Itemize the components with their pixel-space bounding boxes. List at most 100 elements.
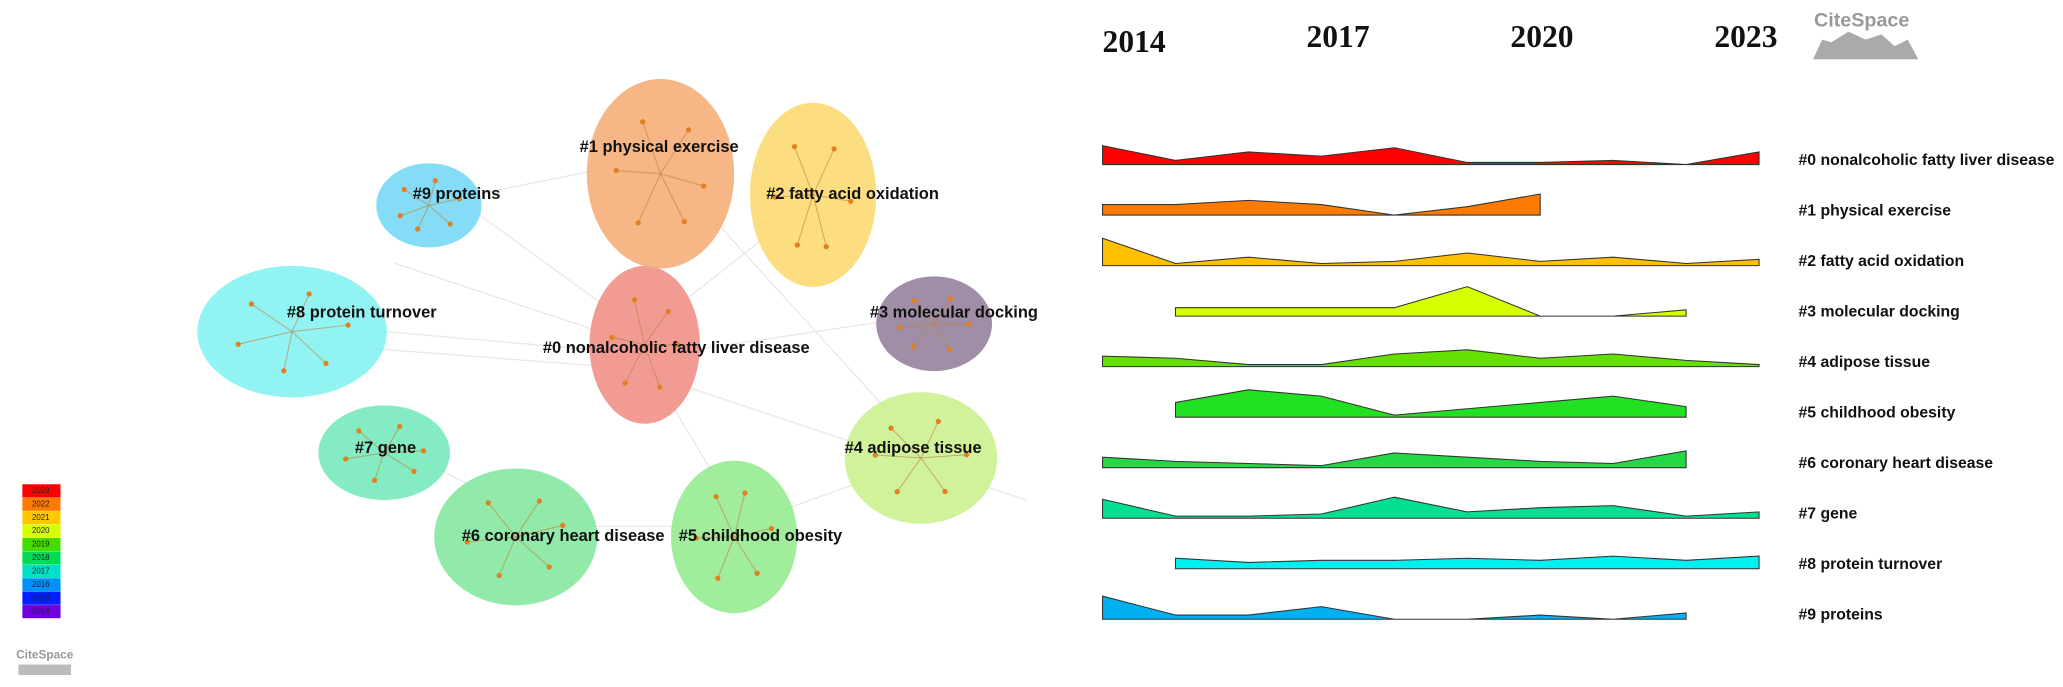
cluster-edge [717, 536, 735, 579]
cluster-edge [403, 189, 430, 206]
cluster-node [420, 448, 427, 454]
x-tick-label: 2017 [1306, 19, 1369, 54]
cluster-edge [715, 496, 735, 538]
cluster-node [248, 301, 255, 307]
cluster-edge [660, 173, 704, 187]
cluster-edge [733, 536, 758, 574]
cluster-node [715, 575, 721, 581]
year-legend: 2023 2022 2021 2020 2019 2018 2017 2016 2015 2014 [22, 484, 61, 619]
area [1174, 389, 1687, 418]
legend-label: 2019 [32, 540, 50, 549]
series-label: #5 childhood obesity [1799, 404, 1956, 421]
series-label: #7 gene [1799, 505, 1858, 522]
timeline-chart: 2014 2017 2020 2023 #0 nonalcoholic fatty li… [1102, 19, 2055, 623]
cluster-node [794, 242, 800, 248]
cluster-node [963, 452, 970, 458]
cluster-node [560, 522, 566, 529]
area [1102, 349, 1760, 368]
cluster-node [942, 488, 948, 495]
cluster-node [685, 127, 692, 133]
cluster-edge [912, 323, 935, 347]
cluster-node [411, 468, 417, 475]
cluster-edge [611, 336, 645, 346]
cluster-edge [660, 173, 685, 222]
cluster-label: #4 adipose tissue [845, 439, 982, 457]
cluster-node [456, 196, 463, 202]
area [1174, 555, 1760, 570]
series-label: #3 molecular docking [1799, 303, 1960, 320]
cluster-edge [896, 457, 922, 492]
cluster-node [464, 539, 470, 545]
cluster-edge [644, 344, 661, 388]
cluster-node [609, 334, 615, 340]
series-label: #1 physical exercise [1799, 202, 1952, 219]
cluster-node [635, 220, 641, 226]
cluster-node [640, 119, 646, 125]
cluster-node [888, 425, 894, 431]
legend-swatch [22, 551, 61, 565]
cluster-node [848, 198, 854, 204]
cluster-label: #8 protein turnover [287, 304, 437, 322]
cluster-edge [515, 536, 550, 568]
logo-text: CiteSpace [16, 647, 74, 661]
cluster-edge [624, 344, 646, 384]
cluster-edge [383, 452, 415, 472]
x-tick-label: 2020 [1510, 19, 1573, 54]
cluster-edge [813, 194, 851, 202]
legend-label: 2016 [32, 580, 50, 589]
cluster-node [897, 325, 903, 331]
cluster-node [823, 244, 829, 250]
area [1102, 450, 1687, 469]
cluster-edge [794, 146, 814, 196]
series-label: #9 proteins [1799, 606, 1883, 623]
cluster-edge [696, 536, 735, 539]
cluster-node [281, 368, 287, 374]
cluster-node [946, 346, 953, 352]
legend-label: 2017 [32, 566, 50, 575]
cluster-node [401, 186, 407, 193]
cluster-areas [197, 79, 998, 614]
legend-label: 2023 [32, 486, 50, 495]
legend-swatch [22, 564, 61, 578]
legend-swatch [22, 497, 61, 511]
legend-swatch [22, 591, 61, 605]
cluster-edge [633, 299, 646, 345]
cluster-label: #0 nonalcoholic fatty liver disease [543, 339, 810, 357]
series-label: #4 adipose tissue [1799, 354, 1931, 371]
cluster-node [631, 297, 638, 303]
cluster-node [681, 218, 687, 225]
cluster-label: #3 molecular docking [870, 304, 1038, 322]
cluster-node [415, 226, 421, 232]
cluster-edge [291, 331, 327, 364]
cluster-node [496, 572, 502, 579]
cluster-node [831, 146, 837, 152]
cluster-node [665, 308, 671, 315]
cluster-label: #7 gene [355, 439, 416, 457]
cluster-edge [428, 204, 451, 225]
cluster-edge [920, 457, 946, 492]
logo-graphic [18, 664, 72, 676]
cluster-node [447, 221, 453, 227]
legend-label: 2020 [32, 526, 50, 535]
cluster-edge [515, 500, 540, 538]
cluster-node [356, 428, 362, 434]
cluster-edge [238, 331, 293, 345]
cluster-edge [358, 430, 385, 454]
legend-swatch [22, 484, 61, 498]
cluster-edge [616, 169, 661, 175]
cluster-node [742, 490, 748, 496]
legend-label: 2021 [32, 513, 50, 522]
cluster-labels: #0 nonalcoholic fatty liver disease #1 ph… [287, 138, 1038, 545]
cluster-node [713, 493, 719, 500]
legend-swatch [22, 524, 61, 538]
cluster-edge [796, 194, 814, 246]
series-label: #8 protein turnover [1799, 556, 1943, 573]
cluster-node [754, 570, 760, 576]
cluster-edge [374, 452, 385, 481]
area [1102, 237, 1760, 267]
cluster-node [546, 564, 552, 570]
x-tick-label: 2014 [1103, 24, 1166, 59]
area [1102, 144, 1760, 166]
cluster-node [343, 456, 349, 462]
